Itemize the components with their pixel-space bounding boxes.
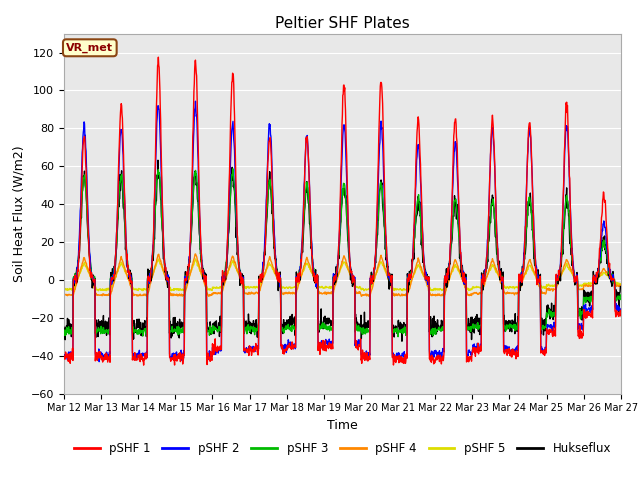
Title: Peltier SHF Plates: Peltier SHF Plates — [275, 16, 410, 31]
Text: VR_met: VR_met — [67, 43, 113, 53]
Y-axis label: Soil Heat Flux (W/m2): Soil Heat Flux (W/m2) — [12, 145, 25, 282]
X-axis label: Time: Time — [327, 419, 358, 432]
Legend: pSHF 1, pSHF 2, pSHF 3, pSHF 4, pSHF 5, Hukseflux: pSHF 1, pSHF 2, pSHF 3, pSHF 4, pSHF 5, … — [69, 437, 616, 460]
